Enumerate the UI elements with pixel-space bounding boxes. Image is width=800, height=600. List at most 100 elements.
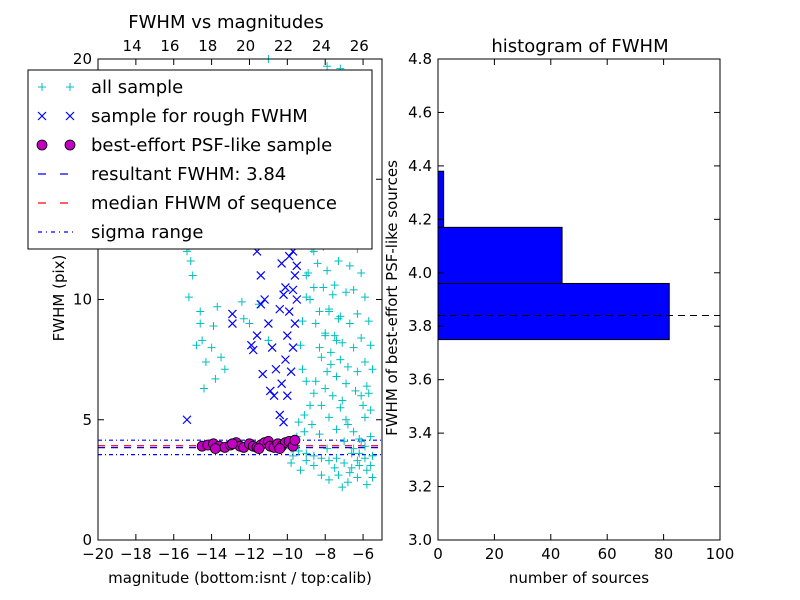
data-point (357, 391, 366, 400)
data-point (338, 338, 347, 347)
histogram-panel: histogram of FWHM 0 20 40 60 80 100 3.0 3.2 3.4… (383, 36, 734, 587)
data-point (326, 348, 335, 357)
histogram-bars (437, 170, 670, 341)
data-point (211, 374, 220, 383)
legend-marker (64, 139, 76, 151)
data-point (252, 331, 262, 340)
data-point (182, 415, 192, 425)
data-point (281, 355, 290, 365)
data-point (366, 461, 375, 470)
data-point (246, 340, 256, 350)
y-tick-label: 10 (73, 291, 92, 309)
data-point (279, 417, 288, 427)
data-point (274, 443, 286, 455)
legend-label: sigma range (91, 222, 203, 243)
data-point (323, 367, 332, 376)
data-point (209, 321, 218, 330)
legend-items: all sample sample for rough FWHM best-effo… (36, 77, 337, 243)
data-point (330, 463, 339, 472)
data-point (349, 285, 358, 294)
data-point (282, 391, 292, 401)
y-tick-label: 3.0 (408, 531, 432, 549)
data-point (294, 447, 303, 456)
x-tick-label: −8 (314, 545, 336, 563)
data-point (256, 271, 266, 280)
x-tick-label: −10 (272, 545, 304, 563)
data-point (332, 425, 341, 434)
data-point (315, 343, 324, 352)
data-point (271, 364, 281, 374)
data-point (332, 336, 341, 345)
data-point (188, 271, 197, 280)
data-point (228, 319, 237, 328)
legend-label: resultant FWHM: 3.84 (91, 164, 286, 185)
data-point (302, 377, 311, 386)
data-point (277, 379, 287, 389)
data-point (200, 384, 209, 393)
data-point (332, 454, 341, 463)
x-tick-label: 20 (485, 545, 504, 563)
y-tick-label: 3.2 (408, 478, 432, 496)
data-point (290, 271, 300, 280)
data-point (319, 283, 328, 292)
data-point (207, 343, 216, 352)
legend-marker (66, 83, 74, 91)
data-point (196, 307, 205, 316)
data-point (269, 391, 279, 401)
x-tick-label: 40 (541, 545, 560, 563)
data-point (353, 473, 362, 482)
data-point (357, 269, 366, 278)
data-point (321, 331, 330, 340)
top-x-tick-label: 20 (236, 37, 255, 55)
horizontal-reference-lines (98, 439, 382, 456)
y-tick-label: 4.4 (408, 157, 432, 175)
data-point (289, 451, 298, 460)
data-point (287, 459, 296, 468)
x-tick-label: 80 (654, 545, 673, 563)
data-point (258, 369, 268, 379)
histogram-bar (437, 226, 563, 284)
data-point (317, 401, 326, 410)
data-point (323, 444, 332, 453)
data-point (292, 261, 302, 271)
legend-item: best-effort PSF-like sample (36, 135, 332, 156)
data-point (302, 449, 311, 458)
data-point (342, 415, 351, 424)
scatter-y-axis-label: FWHM (pix) (50, 255, 68, 342)
legend-marker (38, 83, 46, 91)
data-point (260, 295, 270, 304)
data-point (227, 438, 238, 450)
data-point (309, 283, 318, 292)
data-point (302, 456, 311, 465)
data-point (311, 319, 320, 328)
data-point (349, 343, 358, 352)
data-point (239, 314, 248, 323)
data-point (286, 367, 296, 377)
data-point (323, 266, 332, 275)
data-point (196, 319, 205, 328)
data-point (336, 355, 345, 364)
y-tick-label: 5 (82, 411, 92, 429)
y-tick-label: 3.6 (408, 371, 432, 389)
x-tick-label: −6 (352, 545, 374, 563)
histogram-x-axis-label: number of sources (509, 569, 649, 587)
data-point (364, 317, 373, 326)
y-tick-label: 20 (73, 50, 92, 68)
legend-label: best-effort PSF-like sample (91, 135, 332, 156)
data-point (353, 309, 362, 318)
data-point (342, 379, 351, 388)
y-tick-label: 4.0 (408, 264, 432, 282)
data-point (201, 358, 210, 367)
data-point (360, 454, 369, 463)
data-point (368, 451, 377, 460)
data-point (284, 307, 294, 316)
data-point (237, 297, 246, 306)
data-point (186, 257, 195, 266)
data-point (324, 307, 333, 316)
data-point (355, 461, 364, 470)
data-point (288, 285, 298, 295)
scatter-x-axis-label: magnitude (bottom:isnt / top:calib) (108, 569, 372, 587)
x-tick-label: −12 (234, 545, 266, 563)
data-point (192, 341, 201, 350)
